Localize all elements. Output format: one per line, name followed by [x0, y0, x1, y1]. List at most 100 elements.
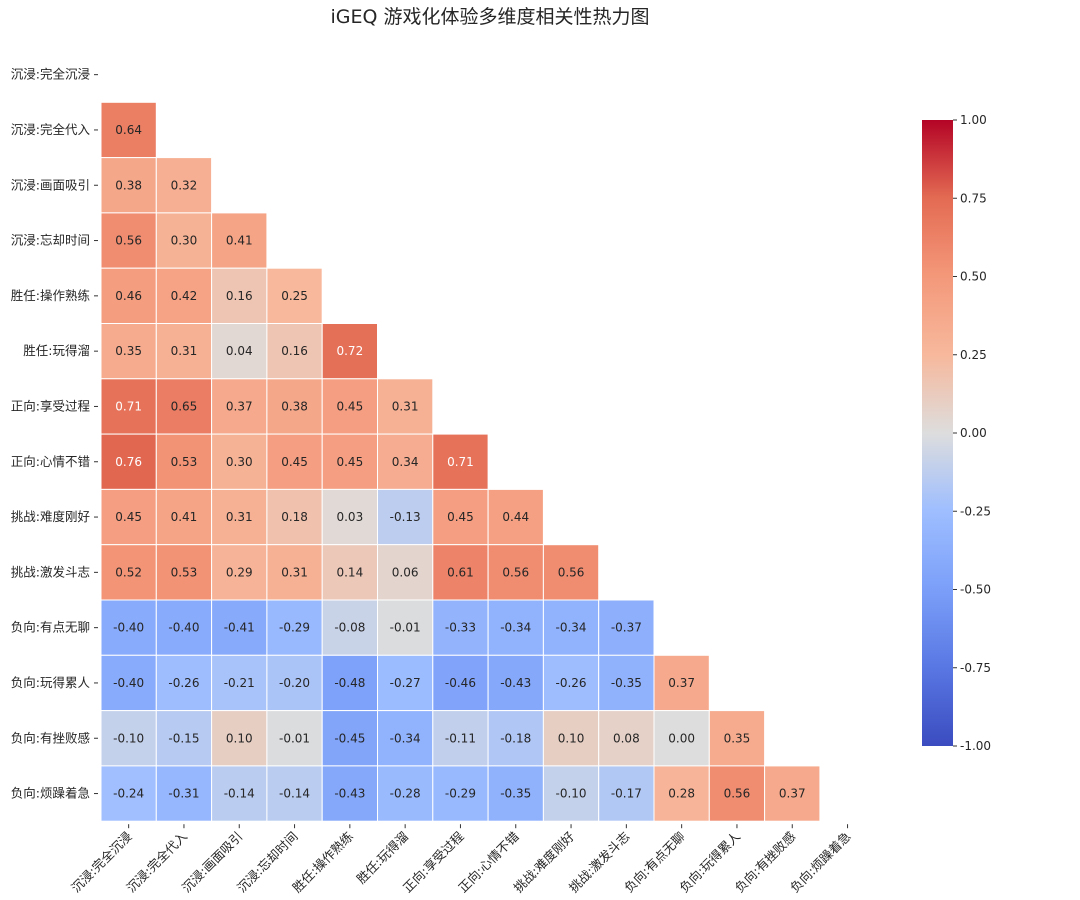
- cell-value-label: -0.24: [113, 787, 144, 801]
- heatmap-cell: [321, 599, 379, 656]
- cell-value-label: -0.10: [556, 787, 587, 801]
- colorbar-tick-label: 0.25: [960, 348, 987, 362]
- cell-value-label: -0.35: [611, 676, 642, 690]
- heatmap-cell: [764, 765, 821, 822]
- colorbar-gradient: [922, 120, 953, 746]
- heatmap-cell: [432, 710, 489, 767]
- heatmap-cell: [100, 378, 157, 435]
- heatmap-cell: [542, 599, 600, 656]
- y-tick-label: 挑战:难度刚好: [11, 509, 90, 524]
- cell-value-label: 0.41: [171, 510, 198, 524]
- cell-value-label: -0.13: [390, 510, 421, 524]
- heatmap-cell: [155, 599, 213, 656]
- heatmap-cell: [432, 544, 489, 601]
- heatmap-cell: [321, 378, 379, 435]
- heatmap-cell: [155, 378, 213, 435]
- heatmap-cell: [266, 765, 323, 822]
- colorbar-tick-label: 0.00: [960, 426, 987, 440]
- cell-value-label: 0.53: [171, 455, 198, 469]
- heatmap-cell: [266, 710, 323, 767]
- heatmap-cell: [321, 765, 379, 822]
- y-tick-label: 挑战:激发斗志: [11, 564, 90, 579]
- y-tick-label: 胜任:操作熟练: [11, 288, 91, 303]
- cell-value-label: -0.40: [168, 621, 199, 635]
- cell-value-label: -0.18: [500, 731, 531, 745]
- cell-value-label: -0.37: [611, 621, 642, 635]
- heatmap-cell: [266, 544, 323, 601]
- heatmap-cell: [100, 765, 157, 822]
- y-tick-label: 负向:有挫败感: [11, 730, 90, 745]
- cell-value-label: -0.14: [224, 787, 255, 801]
- heatmap-cell: [100, 157, 157, 214]
- cell-value-label: -0.26: [556, 676, 587, 690]
- heatmap-cell: [100, 101, 157, 159]
- cell-value-label: 0.29: [226, 565, 253, 579]
- cell-value-label: 0.30: [171, 234, 198, 248]
- cell-value-label: 0.31: [171, 344, 198, 358]
- cell-value-label: -0.01: [390, 621, 421, 635]
- cell-value-label: 0.25: [281, 289, 308, 303]
- cell-value-label: 0.31: [226, 510, 253, 524]
- heatmap-cell: [211, 599, 268, 656]
- cell-value-label: 0.34: [392, 455, 419, 469]
- heatmap-cell: [100, 544, 157, 601]
- heatmap-cell: [211, 710, 268, 767]
- cell-value-label: 0.32: [171, 178, 198, 192]
- cell-value-label: 0.10: [226, 731, 253, 745]
- cell-value-label: 0.56: [558, 565, 585, 579]
- y-tick-label: 负向:玩得累人: [11, 675, 91, 690]
- cell-value-label: 0.06: [392, 565, 419, 579]
- heatmap-cell: [653, 654, 710, 712]
- cell-value-label: 0.16: [281, 344, 308, 358]
- cell-value-label: -0.28: [390, 787, 421, 801]
- colorbar-tick-label: -1.00: [960, 739, 991, 753]
- cell-value-label: 0.56: [115, 234, 142, 248]
- cell-value-label: 0.14: [336, 565, 363, 579]
- cell-value-label: -0.45: [334, 731, 365, 745]
- heatmap-cell: [377, 765, 434, 822]
- cell-value-label: 0.71: [115, 399, 142, 413]
- cell-value-label: 0.18: [281, 510, 308, 524]
- cell-value-label: -0.10: [113, 731, 144, 745]
- heatmap-cell: [100, 710, 157, 767]
- heatmap-cell: [266, 654, 323, 712]
- colorbar-tick-label: 0.50: [960, 270, 987, 284]
- heatmap-cell: [487, 488, 544, 546]
- cell-value-label: 0.56: [724, 787, 751, 801]
- heatmap-cell: [487, 599, 544, 656]
- heatmap-cell: [155, 710, 213, 767]
- y-axis-labels: 沉浸:完全沉浸沉浸:完全代入沉浸:画面吸引沉浸:忘却时间胜任:操作熟练胜任:玩得…: [11, 67, 98, 801]
- cell-value-label: -0.29: [445, 787, 476, 801]
- colorbar-tick-label: -0.50: [960, 583, 991, 597]
- cell-value-label: -0.17: [611, 787, 642, 801]
- cell-value-label: -0.40: [113, 621, 144, 635]
- cell-value-label: -0.43: [334, 787, 365, 801]
- heatmap-cell: [211, 212, 268, 269]
- cell-value-label: 0.31: [281, 565, 308, 579]
- heatmap-cell: [653, 710, 710, 767]
- heatmap-cell: [598, 765, 655, 822]
- cell-value-label: -0.34: [556, 621, 587, 635]
- y-tick-label: 沉浸:完全沉浸: [11, 67, 90, 82]
- heatmap-cell: [377, 654, 434, 712]
- cell-value-label: 0.61: [447, 565, 474, 579]
- heatmap-cell: [542, 654, 600, 712]
- cell-value-label: -0.35: [500, 787, 531, 801]
- colorbar-tick-label: 1.00: [960, 113, 987, 127]
- cell-value-label: 0.31: [392, 399, 419, 413]
- cell-value-label: -0.26: [168, 676, 199, 690]
- heatmap-cell: [211, 544, 268, 601]
- cell-value-label: 0.45: [447, 510, 474, 524]
- heatmap-cell: [377, 710, 434, 767]
- cell-value-label: -0.33: [445, 621, 476, 635]
- cell-value-label: 0.35: [724, 731, 751, 745]
- heatmap-cell: [487, 710, 544, 767]
- heatmap-cell: [211, 378, 268, 435]
- cell-value-label: -0.15: [168, 731, 199, 745]
- cell-value-label: 0.35: [115, 344, 142, 358]
- cell-value-label: 0.37: [668, 676, 695, 690]
- heatmap-cell: [542, 544, 600, 601]
- cell-value-label: 0.72: [336, 344, 363, 358]
- cell-value-label: 0.52: [115, 565, 142, 579]
- chart-title: iGEQ 游戏化体验多维度相关性热力图: [330, 6, 649, 28]
